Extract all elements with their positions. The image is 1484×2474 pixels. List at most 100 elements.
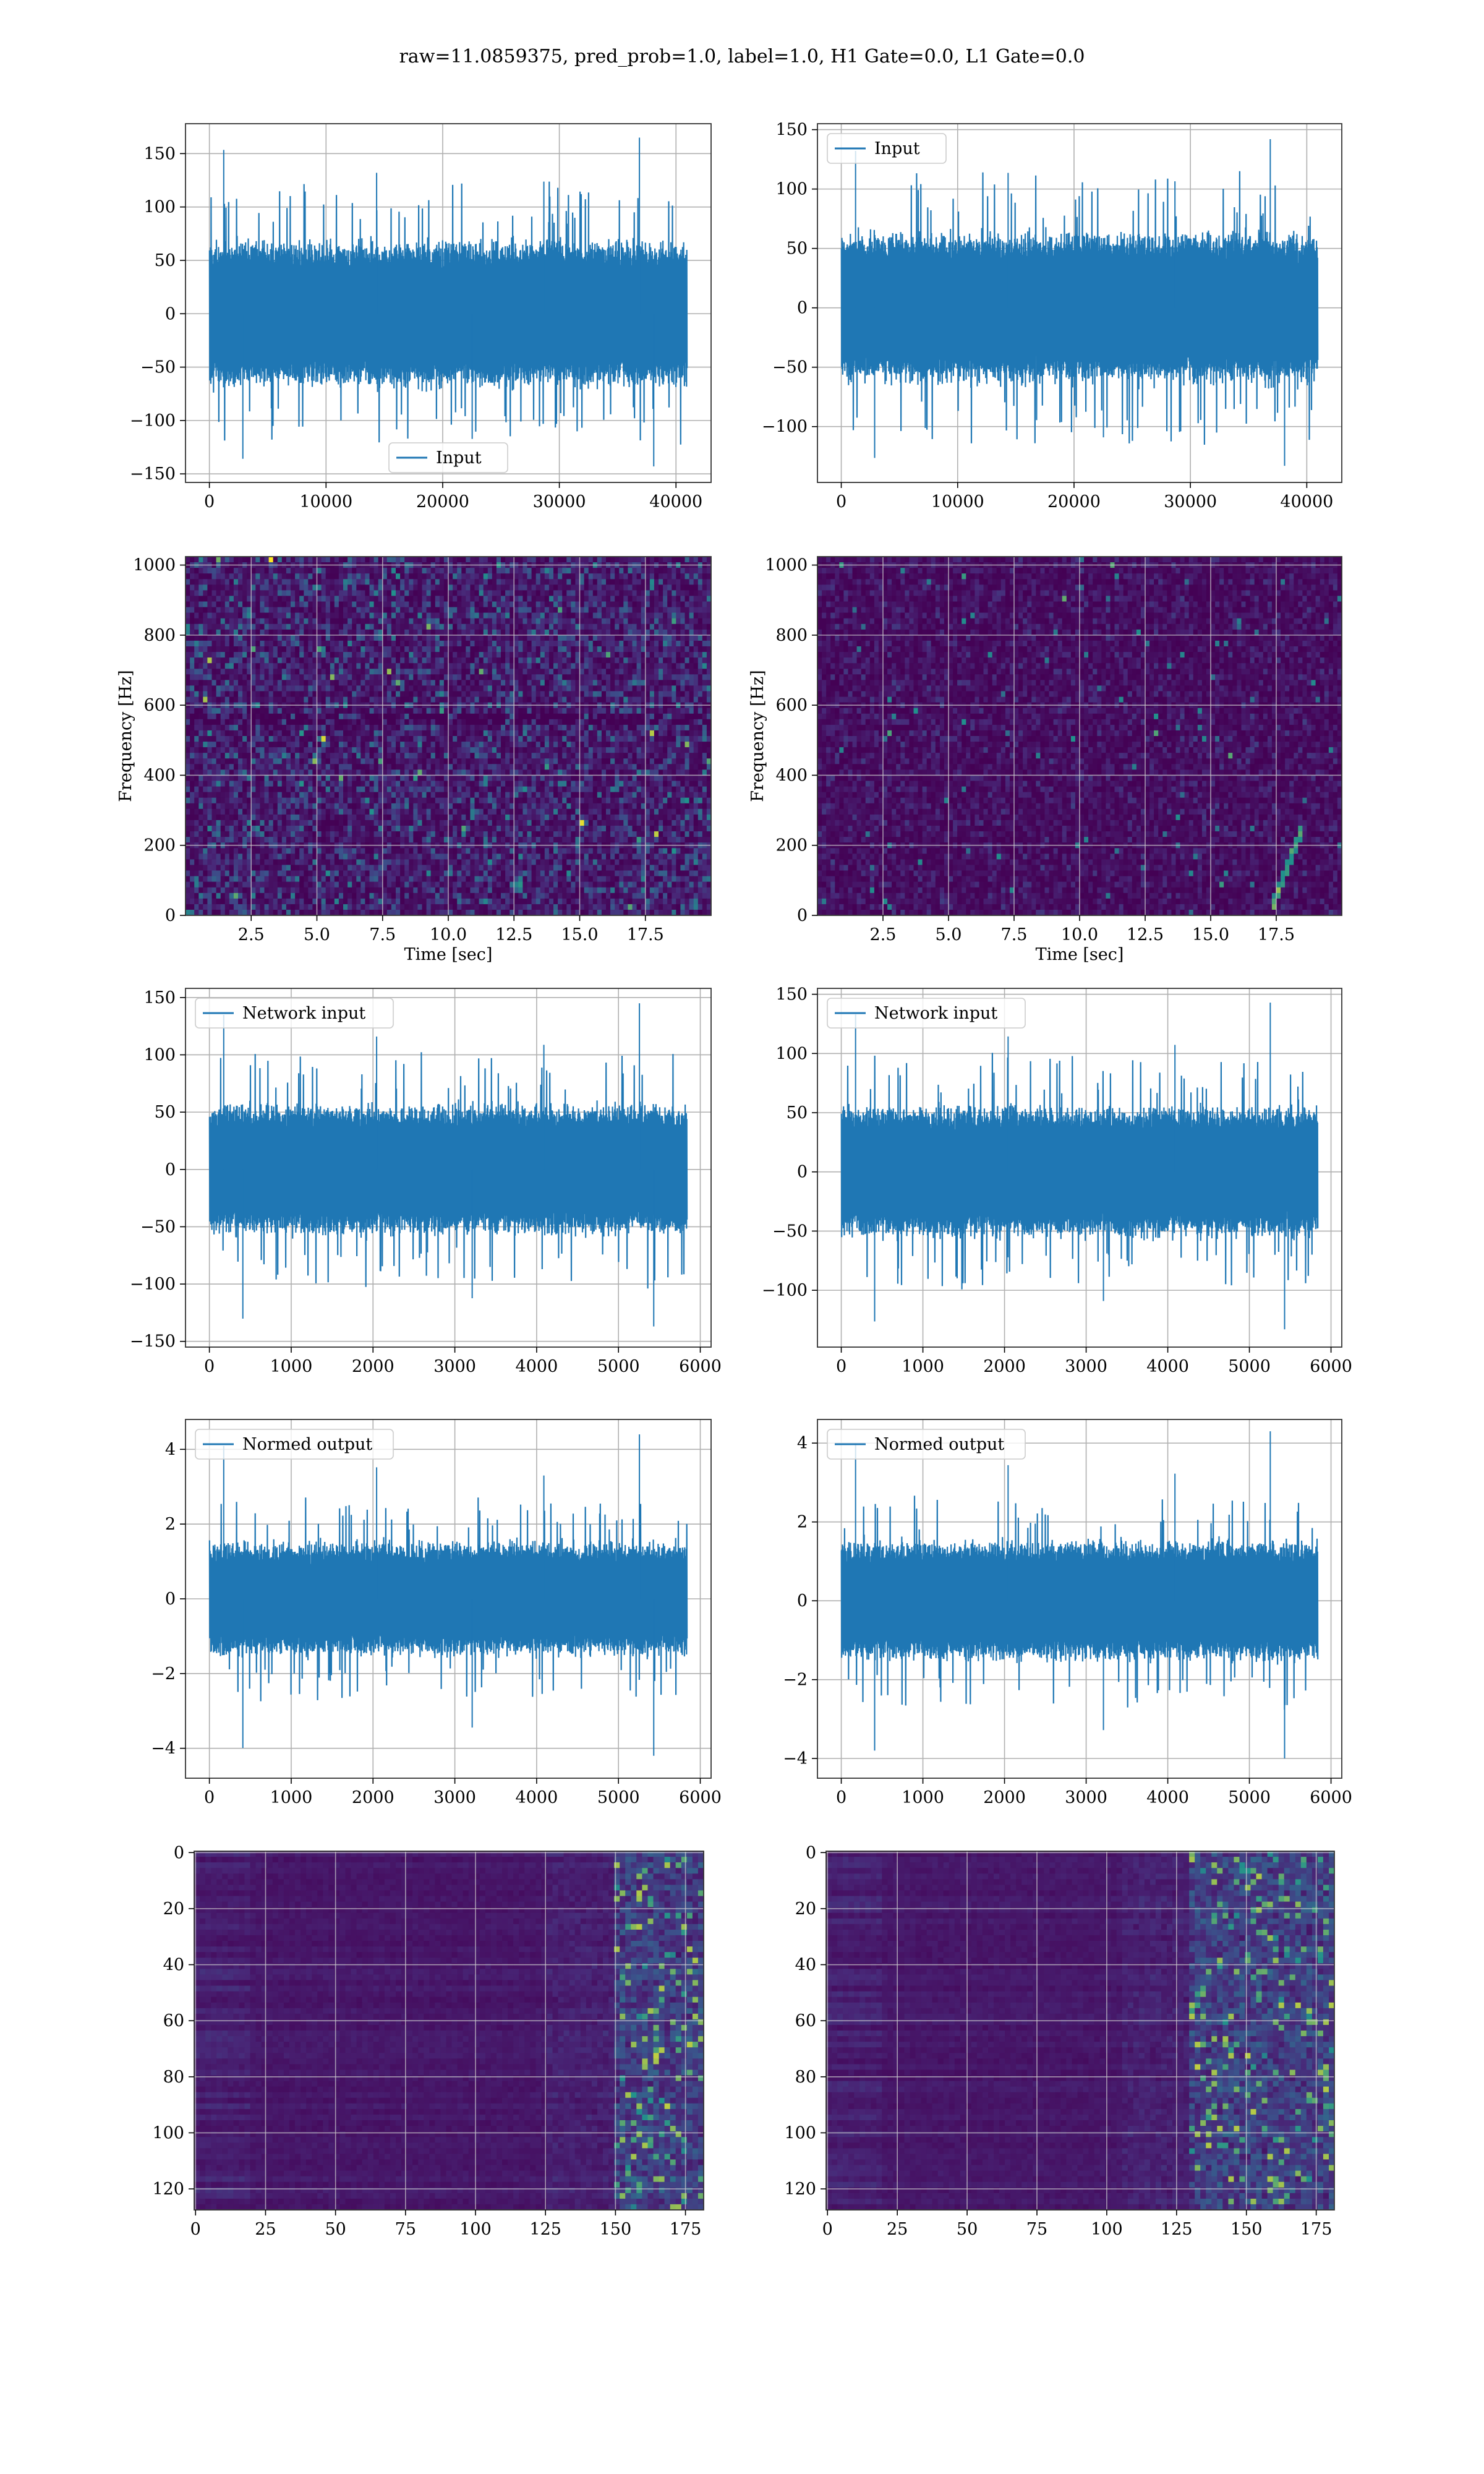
spectrogram-cell — [356, 596, 361, 602]
spectrogram-cell — [649, 657, 655, 664]
spectrogram-cell — [216, 730, 221, 737]
spectrogram-cell — [238, 719, 243, 726]
spectrogram-cell — [592, 640, 598, 647]
spectrogram-cell — [330, 623, 335, 630]
spectrogram-cell — [487, 775, 493, 782]
spectrogram-cell — [190, 652, 195, 658]
spectrogram-cell — [260, 557, 265, 563]
spectrogram-cell — [343, 652, 348, 658]
spectrogram-cell — [610, 557, 615, 563]
spectrogram-cell — [553, 601, 558, 608]
spectrogram-cell — [277, 618, 283, 625]
spectrogram-cell — [281, 623, 287, 630]
spectrogram-cell — [281, 719, 287, 726]
spectrogram-cell — [492, 596, 497, 602]
spectrogram-cell — [540, 657, 545, 664]
spectrogram-cell — [220, 685, 226, 692]
spectrogram-cell — [457, 781, 462, 787]
spectrogram-cell — [242, 724, 247, 731]
spectrogram-cell — [430, 753, 436, 759]
spectrogram-cell — [334, 669, 339, 675]
spectrogram-cell — [470, 730, 475, 737]
spectrogram-cell — [492, 742, 497, 748]
spectrogram-cell — [548, 696, 554, 703]
spectrogram-cell — [684, 708, 690, 714]
spectrogram-cell — [535, 736, 541, 742]
spectrogram-cell — [413, 680, 418, 687]
spectrogram-cell — [501, 652, 506, 658]
spectrogram-cell — [422, 607, 427, 614]
spectrogram-cell — [641, 769, 646, 776]
spectrogram-cell — [352, 764, 357, 770]
spectrogram-cell — [247, 623, 252, 630]
spectrogram-cell — [514, 781, 519, 787]
spectrogram-cell — [483, 730, 488, 737]
spectrogram-cell — [356, 680, 361, 687]
spectrogram-cell — [672, 724, 676, 731]
spectrogram-cell — [404, 635, 409, 641]
spectrogram-cell — [466, 747, 471, 753]
spectrogram-cell — [396, 612, 401, 619]
spectrogram-cell — [338, 736, 344, 742]
spectrogram-cell — [264, 573, 270, 580]
spectrogram-cell — [439, 601, 445, 608]
spectrogram-cell — [492, 769, 497, 776]
spectrogram-cell — [439, 612, 445, 619]
spectrogram-cell — [291, 781, 296, 787]
spectrogram-cell — [510, 590, 514, 597]
spectrogram-cell — [457, 747, 462, 753]
spectrogram-cell — [365, 719, 370, 726]
spectrogram-cell — [645, 657, 650, 664]
spectrogram-cell — [404, 573, 409, 580]
spectrogram-cell — [540, 607, 545, 614]
spectrogram-cell — [360, 629, 365, 636]
spectrogram-cell — [474, 747, 480, 753]
spectrogram-cell — [448, 601, 453, 608]
spectrogram-cell — [615, 685, 620, 692]
spectrogram-cell — [312, 607, 318, 614]
spectrogram-cell — [522, 573, 528, 580]
spectrogram-cell — [518, 736, 523, 742]
spectrogram-cell — [579, 629, 585, 636]
spectrogram-cell — [562, 584, 567, 591]
spectrogram-cell — [689, 669, 694, 675]
spectrogram-cell — [453, 680, 458, 687]
spectrogram-cell — [343, 713, 348, 720]
spectrogram-cell — [474, 640, 480, 647]
spectrogram-cell — [251, 669, 256, 675]
spectrogram-cell — [247, 730, 252, 737]
spectrogram-cell — [277, 685, 283, 692]
spectrogram-cell — [321, 781, 326, 787]
spectrogram-cell — [606, 635, 611, 641]
spectrogram-cell — [365, 612, 370, 619]
spectrogram-cell — [610, 708, 615, 714]
spectrogram-cell — [321, 584, 326, 591]
spectrogram-cell — [527, 663, 532, 669]
spectrogram-cell — [281, 657, 287, 664]
spectrogram-cell — [404, 685, 409, 692]
spectrogram-cell — [636, 607, 642, 614]
spectrogram-cell — [194, 685, 199, 692]
spectrogram-cell — [663, 669, 668, 675]
spectrogram-cell — [211, 719, 217, 726]
spectrogram-cell — [220, 601, 226, 608]
spectrogram-cell — [369, 736, 375, 742]
spectrogram-cell — [304, 747, 309, 753]
spectrogram-cell — [238, 663, 243, 669]
spectrogram-cell — [299, 635, 304, 641]
y-tick-label: −50 — [140, 358, 176, 377]
spectrogram-cell — [409, 579, 414, 585]
spectrogram-cell — [628, 764, 633, 770]
spectrogram-cell — [540, 590, 545, 597]
spectrogram-cell — [470, 601, 475, 608]
spectrogram-cell — [404, 747, 409, 753]
spectrogram-cell — [409, 713, 414, 720]
spectrogram-cell — [466, 753, 471, 759]
spectrogram-cell — [540, 584, 545, 591]
spectrogram-cell — [461, 635, 466, 641]
spectrogram-cell — [229, 724, 234, 731]
spectrogram-cell — [186, 708, 190, 714]
spectrogram-cell — [659, 640, 663, 647]
spectrogram-cell — [689, 657, 694, 664]
spectrogram-cell — [299, 674, 304, 680]
